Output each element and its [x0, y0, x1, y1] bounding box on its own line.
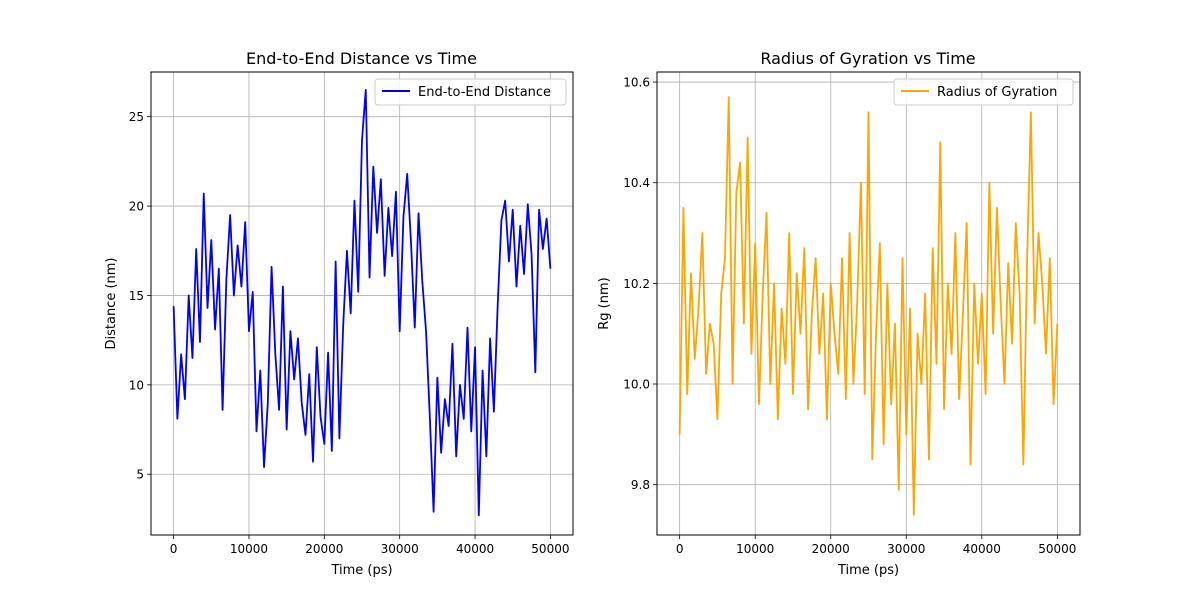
y-tick-label: 20 — [129, 200, 144, 214]
y-tick-label: 10.0 — [623, 378, 650, 392]
x-tick-label: 20000 — [305, 542, 343, 556]
x-tick-label: 10000 — [736, 542, 774, 556]
legend-label: End-to-End Distance — [418, 85, 551, 100]
x-tick-label: 40000 — [963, 542, 1001, 556]
y-tick-label: 5 — [136, 468, 144, 482]
x-axis-label: Time (ps) — [330, 563, 392, 578]
legend-label: Radius of Gyration — [937, 85, 1057, 100]
x-tick-label: 0 — [170, 542, 178, 556]
legend-box — [374, 78, 567, 106]
chart-title: End-to-End Distance vs Time — [246, 49, 477, 68]
x-tick-label: 50000 — [1038, 542, 1076, 556]
plot-frame — [656, 71, 1081, 536]
end-to-end-distance-chart: End-to-End Distance vs Time 0 10000 20000 3… — [104, 49, 574, 578]
x-tick-label: 10000 — [230, 542, 268, 556]
grid-lines — [151, 72, 573, 535]
radius-of-gyration-chart: Radius of Gyration vs Time 0 10000 20000 30… — [597, 49, 1081, 578]
plot-frame — [150, 71, 574, 536]
x-tick-label: 40000 — [456, 542, 494, 556]
chart-title: Radius of Gyration vs Time — [760, 49, 975, 68]
x-tick-label: 50000 — [531, 542, 569, 556]
series-line — [678, 96, 1059, 516]
y-tick-label: 15 — [129, 289, 144, 303]
x-axis-label: Time (ps) — [837, 563, 899, 578]
y-tick-label: 10 — [129, 378, 144, 392]
y-tick-label: 10.2 — [623, 277, 650, 291]
y-axis-label: Distance (nm) — [104, 257, 119, 349]
series-layer — [172, 88, 552, 517]
y-tick-label: 9.8 — [631, 478, 650, 492]
legend-box — [893, 78, 1074, 106]
x-tick-label: 30000 — [887, 542, 925, 556]
legend: End-to-End Distance — [374, 78, 567, 106]
y-axis-label: Rg (nm) — [597, 277, 612, 329]
series-layer — [678, 96, 1059, 516]
y-tick-label: 10.4 — [623, 176, 650, 190]
axis-ticks: 0 10000 20000 30000 40000 50000 5 10 15 20 25 — [129, 110, 570, 556]
x-tick-label: 30000 — [381, 542, 419, 556]
y-tick-label: 10.6 — [623, 76, 650, 90]
x-tick-label: 20000 — [812, 542, 850, 556]
legend: Radius of Gyration — [893, 78, 1074, 106]
series-line — [172, 88, 552, 517]
axis-ticks: 0 10000 20000 30000 40000 50000 9.8 10.0 10.2 10.… — [623, 76, 1076, 556]
y-tick-label: 25 — [129, 110, 144, 124]
x-tick-label: 0 — [676, 542, 684, 556]
